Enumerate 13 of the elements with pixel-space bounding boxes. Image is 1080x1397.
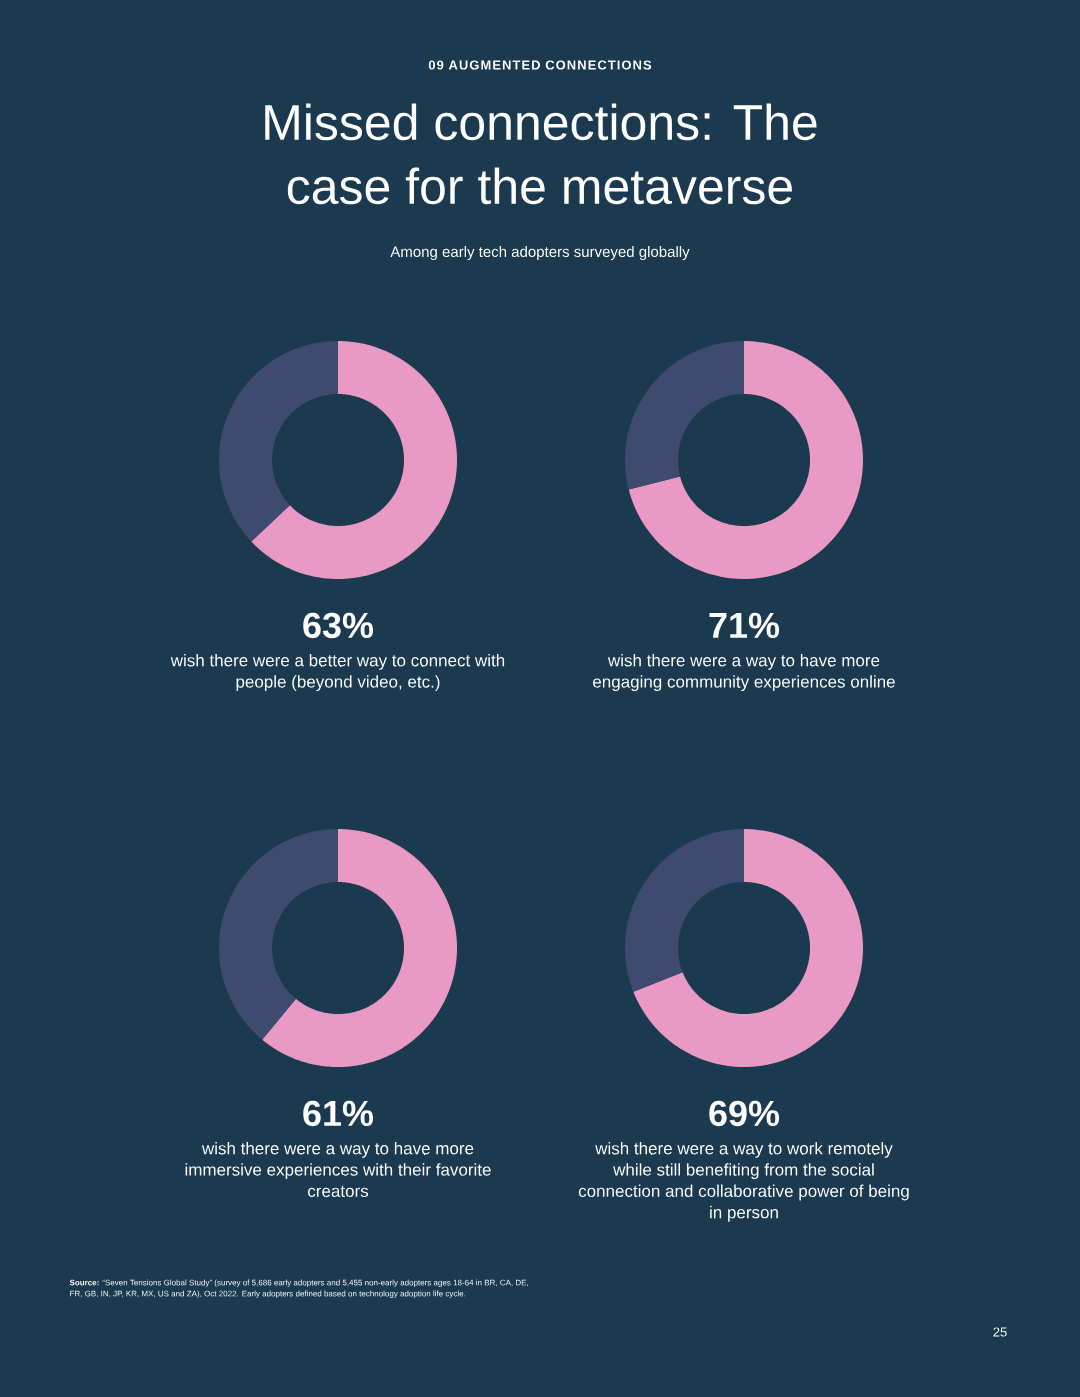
text: wish there were a way to have more engaging community experiences online [593, 653, 895, 692]
text: wish there were a better way to connect with people (beyond video, etc.) [170, 653, 505, 692]
data-label: 71% [709, 612, 780, 639]
text: Among early tech adopters surveyed globally [390, 246, 690, 260]
text: Source: “Seven Tensions Global Study” (survey of 5,686 early adopters and 5,455 non-early adopters ages 18-64 in BR, CA, DE, FR, GB, IN, JP, KR, MX, US and ZA), Oct 2022. Early adopters defined based on technology adoption life cycle. [69, 1279, 528, 1298]
data-label: 69% [709, 1100, 780, 1127]
text: Missed connections: The case for the metaverse [265, 103, 817, 205]
text: wish there were a way to have more immersive experiences with their favorite creators [185, 1141, 491, 1198]
data-label: 63% [303, 612, 374, 639]
text: 25 [993, 1327, 1007, 1337]
text: 09 AUGMENTED CONNECTIONS [428, 60, 652, 70]
data-label: 61% [303, 1100, 374, 1127]
text: wish there were a way to work remotely while still benefiting from the social connection and collaborative power of being in person [578, 1141, 909, 1222]
